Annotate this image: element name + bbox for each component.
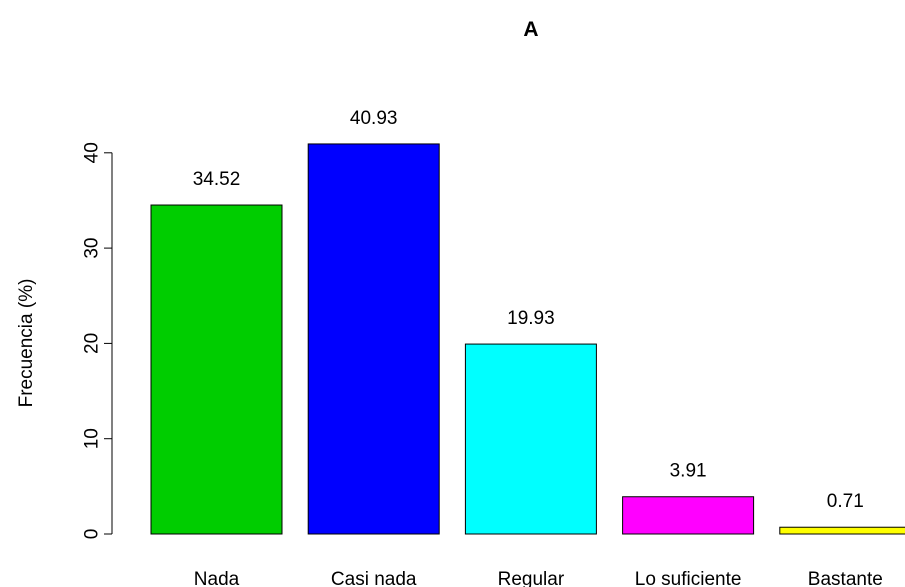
bar-regular [464, 343, 597, 535]
bar-lo-suficiente [622, 496, 755, 535]
category-label: Casi nada [331, 569, 417, 587]
y-axis-label: Frecuencia (%) [16, 279, 37, 408]
bar-nada [150, 204, 283, 535]
data-labels-group: 34.52 40.93 19.93 3.91 0.71 [193, 108, 864, 512]
bars-group [150, 143, 905, 535]
category-label: Nada [194, 569, 240, 587]
category-labels-group: Nada Casi nada Regular Lo suficiente Bastant… [194, 569, 883, 587]
data-label: 0.71 [827, 491, 864, 512]
y-tick-label: 20 [82, 333, 103, 354]
category-label: Bastante [808, 569, 883, 587]
category-label: Regular [498, 569, 565, 587]
data-label: 40.93 [350, 108, 398, 129]
bar-bastante [779, 526, 905, 535]
y-tick-label: 10 [82, 428, 103, 449]
y-tick-label: 40 [82, 142, 103, 163]
chart-title: A [523, 18, 538, 41]
y-tick-label: 30 [82, 238, 103, 259]
category-label: Lo suficiente [635, 569, 742, 587]
y-tick-label: 0 [82, 529, 103, 540]
data-label: 3.91 [670, 461, 707, 482]
bar-casi-nada [307, 143, 440, 535]
data-label: 19.93 [507, 308, 555, 329]
data-label: 34.52 [193, 169, 241, 190]
y-axis: 0 10 20 30 40 [82, 142, 113, 540]
